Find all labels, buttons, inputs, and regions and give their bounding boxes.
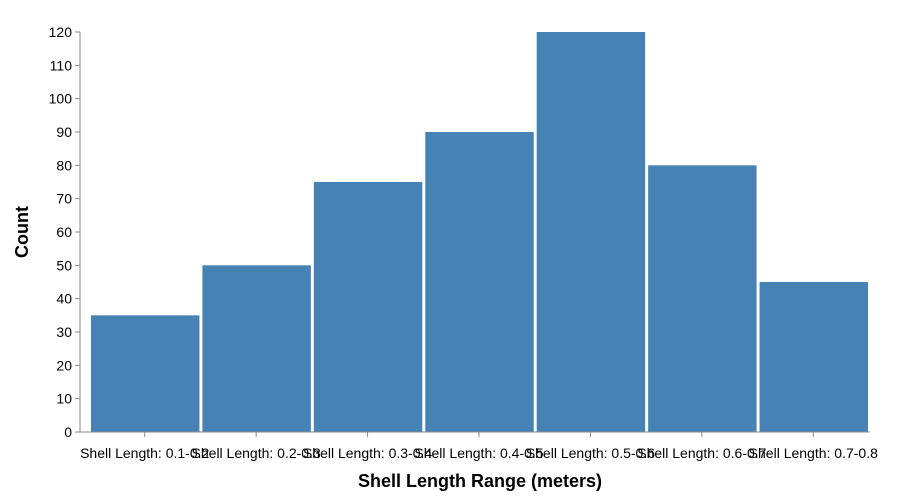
- y-tick-label: 20: [56, 357, 72, 373]
- y-tick-label: 100: [49, 91, 73, 107]
- y-tick-label: 0: [64, 424, 72, 440]
- x-tick-label: Shell Length: 0.7-0.8: [749, 445, 878, 461]
- bar: [759, 282, 868, 432]
- y-tick-label: 80: [56, 157, 72, 173]
- y-tick-label: 120: [49, 24, 73, 40]
- bars: [91, 32, 868, 433]
- y-tick-label: 90: [56, 124, 72, 140]
- bar: [536, 32, 646, 432]
- y-tick-label: 30: [56, 324, 72, 340]
- x-tick-label: Shell Length: 0.1-0.2: [80, 445, 209, 461]
- x-tick-label: Shell Length: 0.3-0.4: [303, 445, 432, 461]
- bar: [202, 265, 311, 432]
- bar: [648, 165, 757, 433]
- bar: [313, 182, 423, 432]
- y-tick-label: 110: [50, 57, 73, 73]
- y-tick-label: 70: [56, 191, 72, 207]
- x-axis-title: Shell Length Range (meters): [358, 471, 602, 491]
- y-axis-title: Count: [12, 206, 32, 258]
- y-tick-label: 50: [56, 257, 72, 273]
- y-tick-label: 40: [56, 291, 72, 307]
- x-tick-label: Shell Length: 0.6-0.7: [637, 445, 766, 461]
- bar: [425, 132, 534, 432]
- y-axis: 0 10 20 30 40 50 60 70 80 90 100 110 120: [49, 24, 81, 440]
- bar: [91, 315, 200, 432]
- x-tick-label: Shell Length: 0.5-0.6: [526, 445, 655, 461]
- x-tick-label: Shell Length: 0.4-0.5: [414, 445, 543, 461]
- x-tick-label: Shell Length: 0.2-0.3: [192, 445, 321, 461]
- y-tick-label: 60: [56, 224, 72, 240]
- y-tick-label: 10: [56, 391, 72, 407]
